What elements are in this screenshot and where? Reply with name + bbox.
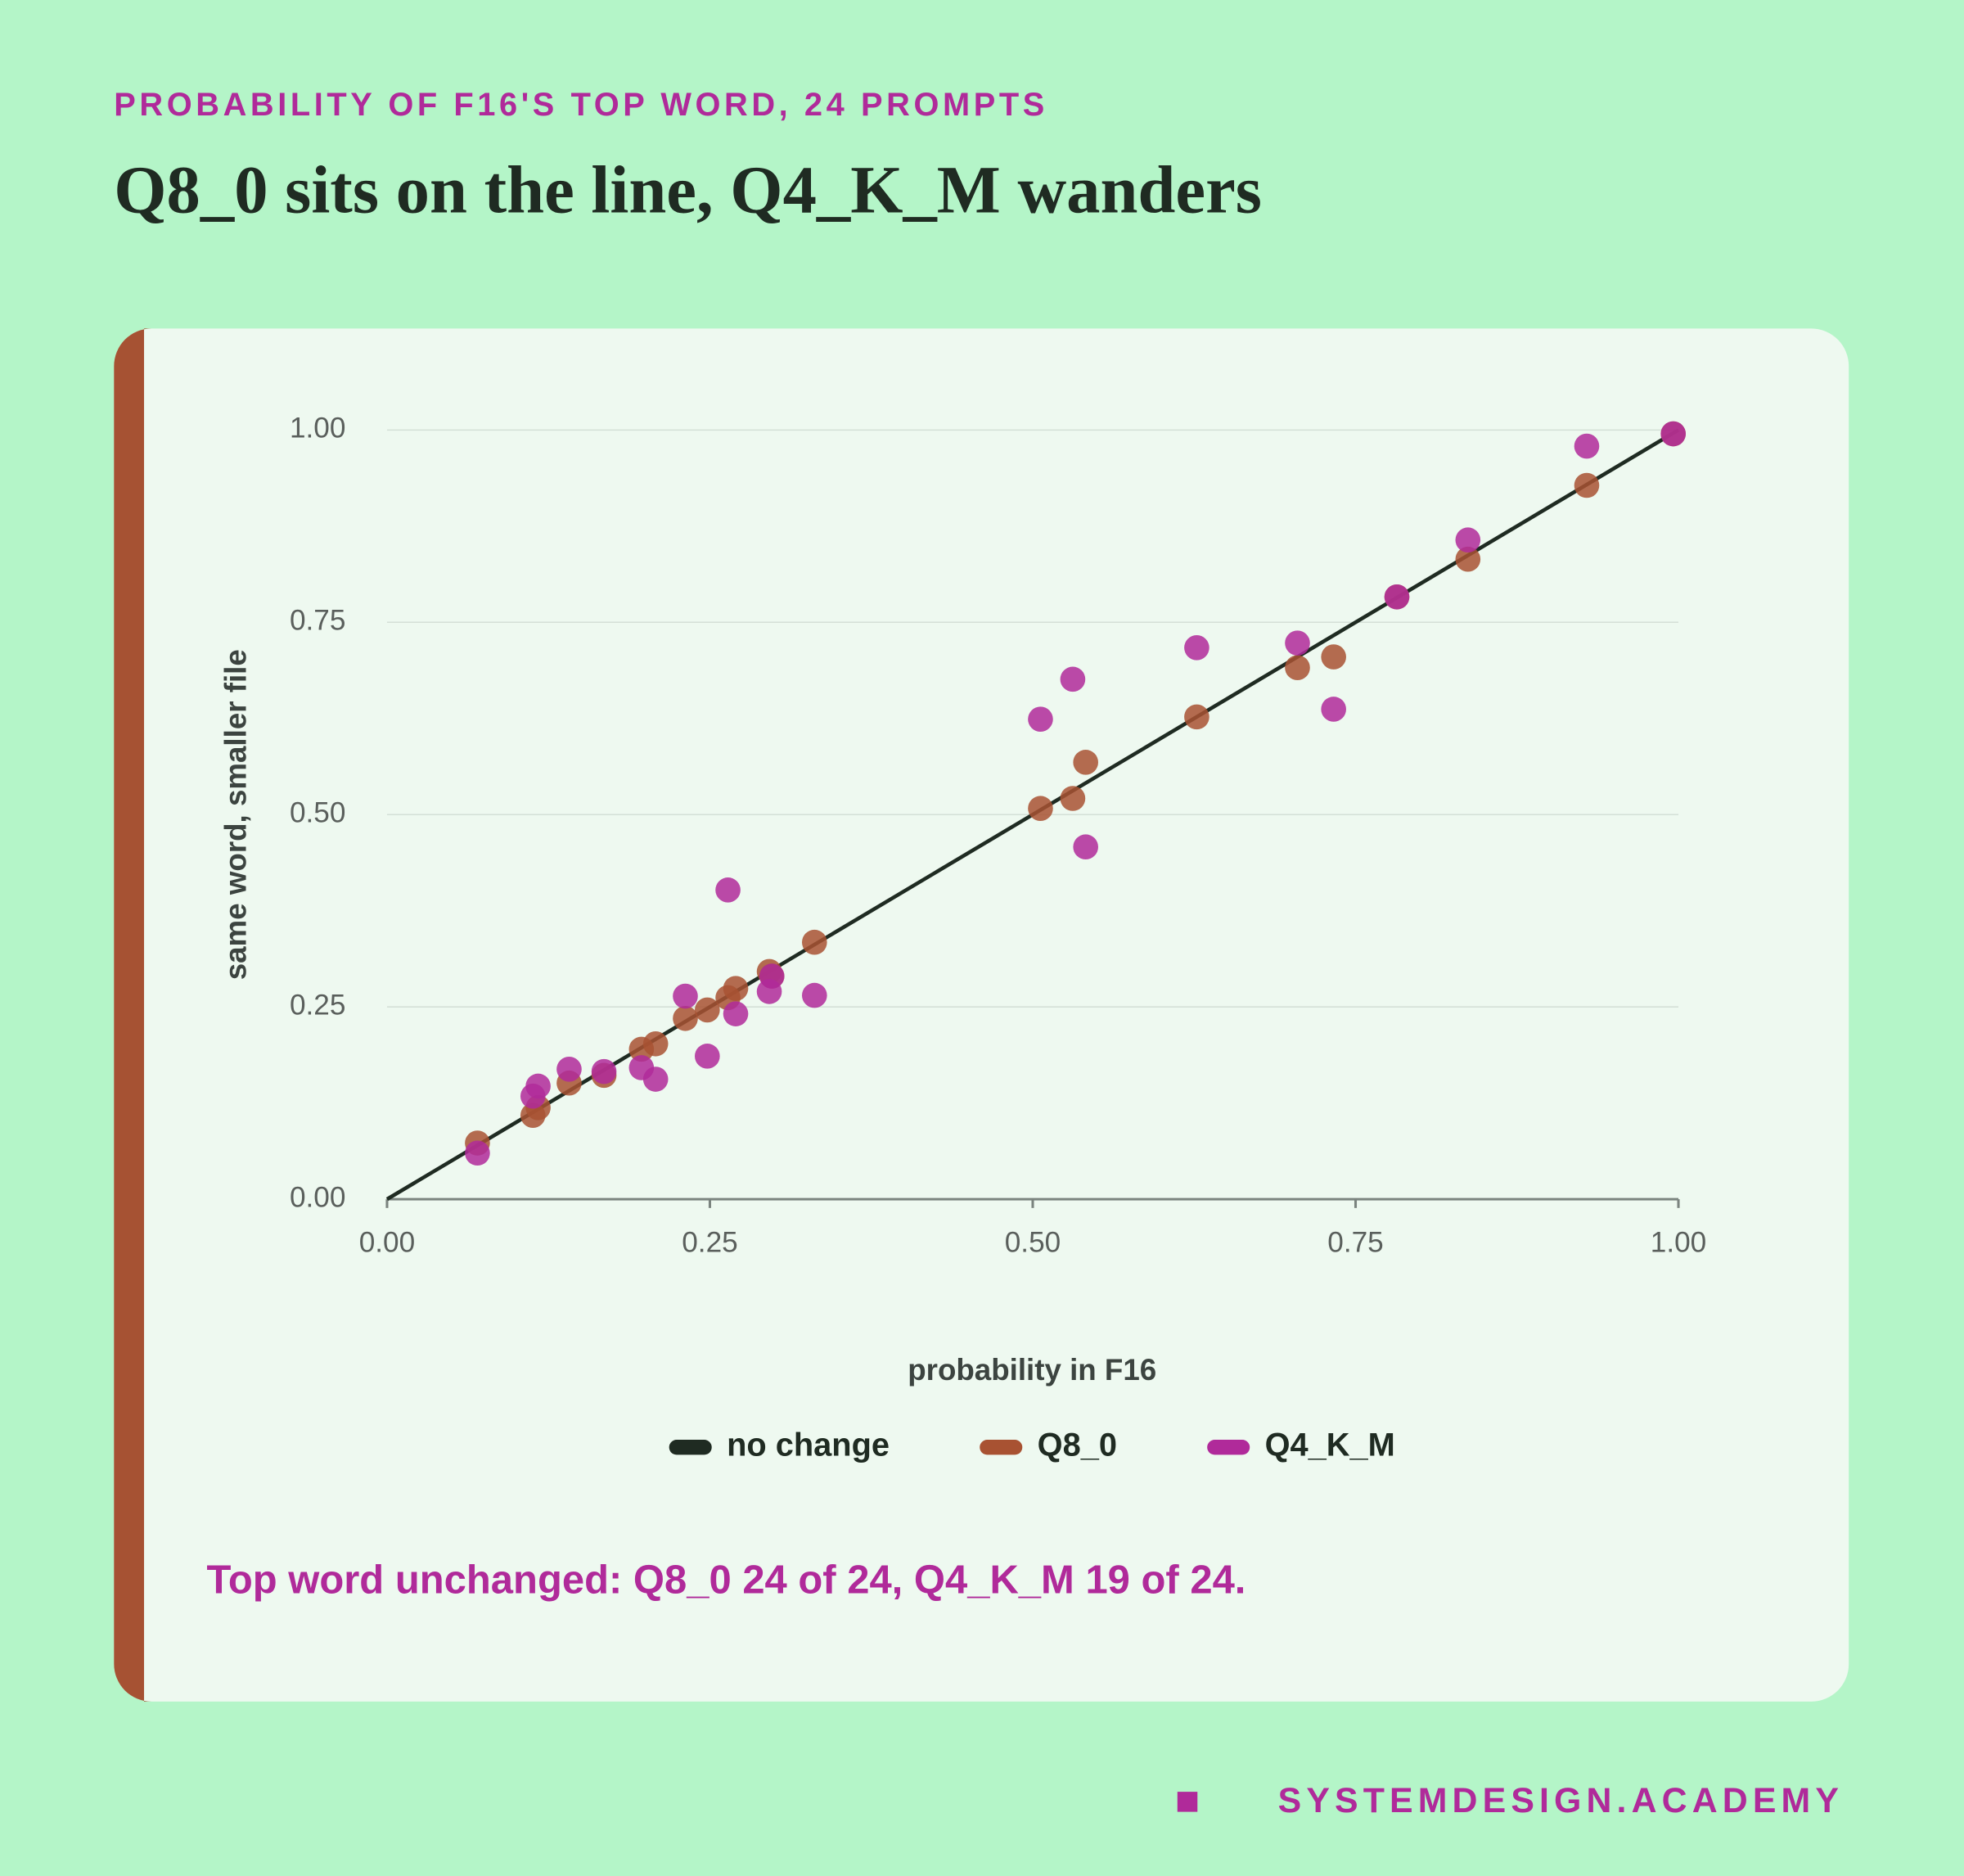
point [1384,584,1410,610]
point [1028,706,1053,733]
point [801,929,827,955]
legend-label: no change [727,1427,890,1463]
point [1574,433,1600,459]
y-axis-label: same word, smaller file [219,649,253,980]
point [1321,644,1346,670]
y-tick-label: 1.00 [290,413,345,444]
x-tick-label: 1.00 [1651,1227,1707,1259]
point [1060,666,1086,692]
point [642,1067,669,1092]
point [801,982,827,1008]
point [1285,630,1310,656]
legend-swatch [980,1440,1023,1455]
point [723,976,749,1001]
point [1184,634,1209,661]
point [715,877,741,903]
point [673,983,698,1009]
legend-swatch [1207,1440,1250,1455]
point [1285,655,1310,681]
brand-icon [1177,1792,1198,1812]
legend-label: Q4_K_M [1265,1427,1395,1463]
point [1574,472,1600,498]
point [1028,796,1053,822]
x-axis-label: probability in F16 [908,1353,1156,1387]
accent-bar [114,328,152,1702]
point [1455,527,1481,553]
y-tick-label: 0.75 [290,605,345,637]
point [591,1058,617,1085]
point [723,1001,749,1026]
point [1184,704,1209,730]
point [465,1140,490,1166]
point [556,1057,582,1082]
y-tick-label: 0.50 [290,797,345,829]
brand: SYSTEMDESIGN.ACADEMY [1278,1781,1844,1820]
point [1321,697,1346,722]
x-tick-label: 0.75 [1327,1227,1383,1259]
point [1073,750,1098,775]
point [1060,786,1086,811]
chart-title: Q8_0 sits on the line, Q4_K_M wanders [114,152,1262,228]
legend-label: Q8_0 [1038,1427,1117,1463]
point [673,1005,698,1031]
x-tick-label: 0.00 [359,1227,416,1259]
card [114,328,1849,1702]
x-tick-label: 0.50 [1005,1227,1061,1259]
note: Top word unchanged: Q8_0 24 of 24, Q4_K_… [207,1558,1246,1602]
legend-swatch [669,1440,712,1455]
point [1455,546,1481,572]
point [759,963,785,989]
point [525,1073,551,1099]
y-tick-label: 0.25 [290,989,345,1021]
point [695,1044,720,1069]
kicker: PROBABILITY OF F16'S TOP WORD, 24 PROMPT… [114,87,1048,123]
point [695,997,720,1023]
x-tick-label: 0.25 [682,1227,738,1259]
point [1660,421,1687,447]
point [642,1030,669,1057]
point [1073,834,1098,860]
y-tick-label: 0.00 [290,1181,345,1213]
